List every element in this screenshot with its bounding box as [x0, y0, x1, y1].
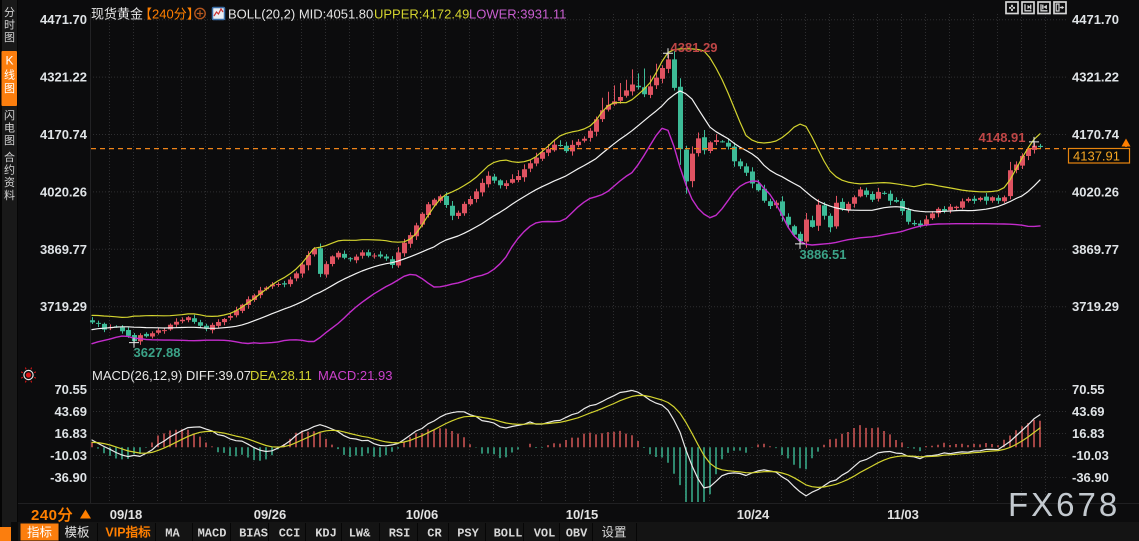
svg-text:UPPER:4172.49: UPPER:4172.49 — [374, 7, 469, 22]
svg-text:43.69: 43.69 — [54, 404, 87, 419]
svg-text:设置: 设置 — [601, 525, 626, 540]
svg-text:料: 料 — [4, 188, 15, 202]
svg-text:70.55: 70.55 — [54, 382, 87, 397]
svg-text:4137.91: 4137.91 — [1073, 148, 1120, 163]
svg-text:【240分】: 【240分】 — [139, 7, 200, 22]
svg-text:09/18: 09/18 — [110, 507, 143, 522]
svg-text:4471.70: 4471.70 — [40, 12, 87, 27]
svg-text:3869.77: 3869.77 — [40, 242, 87, 257]
svg-text:09/26: 09/26 — [254, 507, 287, 522]
svg-text:70.55: 70.55 — [1072, 382, 1105, 397]
svg-text:4170.74: 4170.74 — [40, 127, 88, 142]
svg-text:-10.03: -10.03 — [50, 448, 87, 463]
svg-text:PSY: PSY — [457, 527, 479, 541]
svg-text:KDJ: KDJ — [315, 527, 337, 541]
svg-text:4020.26: 4020.26 — [1072, 184, 1119, 199]
svg-text:RSI: RSI — [389, 527, 411, 541]
svg-text:BIAS: BIAS — [239, 527, 268, 541]
svg-text:10/24: 10/24 — [737, 507, 770, 522]
svg-text:3719.29: 3719.29 — [40, 299, 87, 314]
svg-text:CR: CR — [427, 527, 442, 541]
svg-text:-10.03: -10.03 — [1072, 448, 1109, 463]
svg-text:4471.70: 4471.70 — [1072, 12, 1119, 27]
svg-text:BOLL(20,2) MID:4051.80: BOLL(20,2) MID:4051.80 — [228, 7, 373, 22]
svg-text:3886.51: 3886.51 — [800, 247, 847, 262]
svg-text:43.69: 43.69 — [1072, 404, 1105, 419]
svg-text:DEA:28.11: DEA:28.11 — [250, 368, 312, 383]
svg-text:LW&: LW& — [349, 527, 371, 541]
svg-text:-36.90: -36.90 — [50, 470, 87, 485]
svg-text:VOL: VOL — [534, 527, 556, 541]
svg-text:模板: 模板 — [64, 526, 90, 540]
svg-text:-36.90: -36.90 — [1072, 470, 1109, 485]
svg-text:MACD(26,12,9) DIFF:39.07: MACD(26,12,9) DIFF:39.07 — [92, 368, 251, 383]
svg-text:16.83: 16.83 — [54, 426, 87, 441]
svg-text:合: 合 — [4, 150, 15, 164]
svg-text:3869.77: 3869.77 — [1072, 242, 1119, 257]
svg-text:10/06: 10/06 — [406, 507, 439, 522]
svg-text:MA: MA — [165, 527, 180, 541]
svg-text:BOLL: BOLL — [494, 527, 523, 541]
svg-text:图: 图 — [4, 31, 15, 44]
svg-text:约: 约 — [4, 164, 15, 177]
svg-text:指标: 指标 — [27, 525, 52, 540]
svg-text:VIP指标: VIP指标 — [105, 525, 151, 540]
svg-text:4321.22: 4321.22 — [40, 70, 87, 85]
svg-text:3627.88: 3627.88 — [134, 345, 181, 360]
svg-text:CCI: CCI — [279, 527, 301, 541]
svg-text:4321.22: 4321.22 — [1072, 70, 1119, 85]
svg-text:图: 图 — [4, 82, 15, 95]
svg-text:线: 线 — [4, 68, 15, 82]
svg-text:3719.29: 3719.29 — [1072, 299, 1119, 314]
svg-text:LOWER:3931.11: LOWER:3931.11 — [469, 7, 566, 22]
svg-text:图: 图 — [4, 134, 15, 147]
svg-text:4170.74: 4170.74 — [1072, 127, 1120, 142]
svg-text:资: 资 — [4, 176, 15, 189]
svg-text:10/15: 10/15 — [566, 507, 599, 522]
svg-text:11/03: 11/03 — [887, 507, 919, 522]
svg-text:16.83: 16.83 — [1072, 426, 1105, 441]
svg-text:时: 时 — [4, 19, 15, 32]
svg-text:4381.29: 4381.29 — [671, 40, 718, 55]
svg-text:OBV: OBV — [566, 527, 588, 541]
svg-text:FX678: FX678 — [1008, 486, 1120, 523]
svg-text:现货黄金: 现货黄金 — [91, 7, 143, 22]
svg-text:MACD: MACD — [198, 527, 227, 541]
svg-text:K: K — [5, 54, 13, 68]
svg-text:240分: 240分 — [31, 507, 73, 524]
svg-text:电: 电 — [4, 122, 15, 135]
svg-text:4020.26: 4020.26 — [40, 184, 87, 199]
svg-text:分: 分 — [4, 6, 15, 19]
svg-text:MACD:21.93: MACD:21.93 — [318, 368, 392, 383]
svg-text:闪: 闪 — [4, 108, 15, 122]
svg-text:4148.91: 4148.91 — [979, 130, 1026, 145]
